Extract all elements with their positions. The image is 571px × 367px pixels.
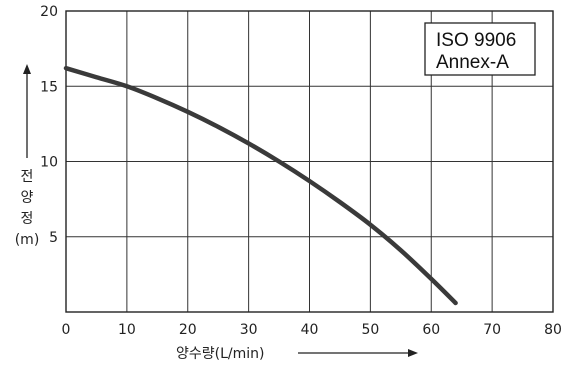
plot-frame — [65, 10, 554, 313]
y-axis-label-unit: (m) — [15, 232, 40, 248]
x-tick-label: 50 — [361, 322, 379, 338]
annotation-line-2: Annex-A — [436, 52, 509, 73]
x-tick-label: 20 — [179, 322, 197, 338]
y-axis-arrow-head — [23, 64, 31, 74]
x-axis-label-text: 양수량(L/min) — [176, 346, 264, 362]
x-tick-label: 70 — [483, 322, 501, 338]
x-axis-arrow-head — [408, 349, 418, 357]
x-tick-labels: 0 10 20 30 40 50 60 70 80 — [62, 322, 562, 338]
annotation-box: ISO 9906 Annex-A — [424, 22, 536, 76]
pump-performance-curve — [63, 65, 458, 306]
x-tick-label: 0 — [62, 322, 71, 338]
x-tick-label: 40 — [301, 322, 319, 338]
y-axis-label-char-2: 양 — [21, 190, 34, 206]
y-axis-label-char-3: 정 — [21, 211, 34, 227]
y-axis-label-char-1: 전 — [21, 169, 34, 185]
y-tick-label: 15 — [40, 79, 58, 95]
x-tick-label: 30 — [240, 322, 258, 338]
y-tick-labels: 5 10 15 20 — [40, 4, 58, 246]
annotation-frame — [424, 22, 536, 76]
annotation-line-1: ISO 9906 — [436, 30, 516, 51]
x-tick-label: 10 — [118, 322, 136, 338]
y-tick-label: 5 — [49, 230, 58, 246]
x-tick-label: 60 — [422, 322, 440, 338]
x-axis-label: 양수량(L/min) — [176, 346, 418, 362]
x-tick-label: 80 — [544, 322, 562, 338]
y-axis-label: 전 양 정 (m) — [15, 64, 40, 248]
y-tick-label: 10 — [40, 155, 58, 171]
y-tick-label: 20 — [40, 4, 58, 20]
